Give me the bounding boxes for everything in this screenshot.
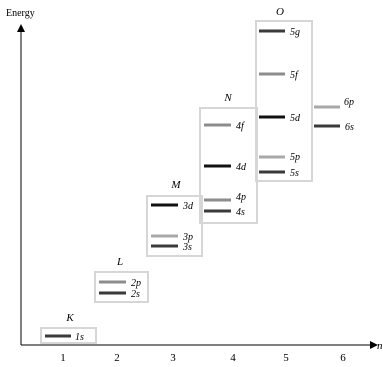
energy-level-3s: 3s [151, 242, 192, 253]
shell-label-l: L [116, 256, 123, 268]
orbital-label: 5p [290, 152, 300, 163]
shell-box-o [255, 20, 313, 182]
orbital-label: 3p [182, 232, 193, 243]
shell-box-m [146, 195, 203, 257]
y-axis-label: Energy [6, 8, 35, 19]
energy-level-4p: 4p [204, 192, 246, 203]
shell-label-k: K [65, 312, 74, 324]
energy-level-5p: 5p [259, 152, 300, 163]
x-tick-label: 4 [230, 352, 236, 364]
orbital-label: 5f [290, 70, 299, 81]
orbital-label: 4s [236, 207, 245, 218]
shell-label-o: O [276, 6, 284, 18]
energy-level-3d: 3d [151, 201, 194, 212]
orbital-label: 5g [290, 27, 300, 38]
x-tick-label: 5 [283, 352, 289, 364]
orbital-label: 6s [345, 122, 354, 133]
orbital-label: 6p [344, 97, 354, 108]
orbital-label: 4f [236, 121, 245, 132]
orbital-label: 3s [182, 242, 192, 253]
energy-level-4s: 4s [204, 207, 245, 218]
x-axis-label: n [377, 340, 383, 352]
shell-box-l [94, 271, 149, 303]
orbital-label: 5d [290, 113, 301, 124]
orbital-label: 3d [182, 201, 194, 212]
orbital-label: 4p [236, 192, 246, 203]
energy-level-5g: 5g [259, 27, 300, 38]
energy-level-5f: 5f [259, 70, 299, 81]
energy-level-5s: 5s [259, 168, 299, 179]
x-tick-label: 2 [114, 352, 120, 364]
energy-level-1s: 1s [45, 332, 84, 343]
shell-label-m: M [170, 179, 181, 191]
x-tick-label: 3 [170, 352, 176, 364]
shell-label-n: N [223, 92, 232, 104]
orbital-label: 2s [131, 289, 140, 300]
energy-level-2p: 2p [99, 278, 141, 289]
orbital-label: 5s [290, 168, 299, 179]
orbital-label: 1s [75, 332, 84, 343]
orbital-label: 4d [236, 162, 247, 173]
energy-level-2s: 2s [99, 289, 140, 300]
energy-level-6s: 6s [314, 122, 354, 133]
energy-level-5d: 5d [259, 113, 301, 124]
x-tick-label: 6 [340, 352, 346, 364]
energy-level-4f: 4f [204, 121, 245, 132]
energy-level-6p: 6p [314, 97, 354, 109]
shell-box-k [40, 327, 97, 344]
orbital-label: 2p [131, 278, 141, 289]
x-tick-label: 1 [60, 352, 66, 364]
energy-level-4d: 4d [204, 162, 247, 173]
energy-level-3p: 3p [151, 232, 193, 243]
